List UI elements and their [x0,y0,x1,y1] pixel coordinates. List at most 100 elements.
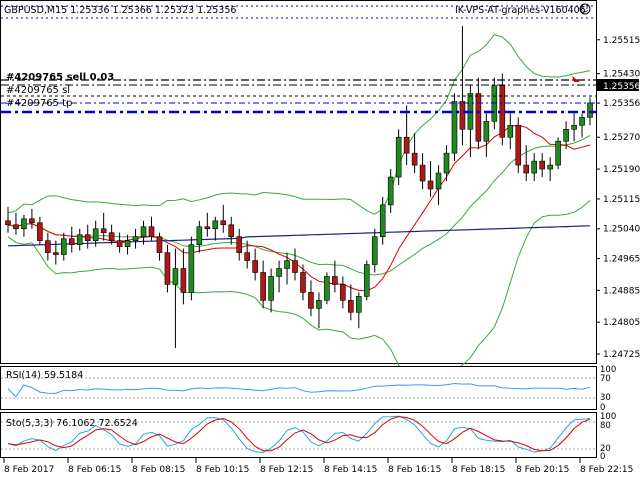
candle [180,248,187,305]
order-label-1: #4209765 sell 0.03 [6,72,114,83]
candle-body [252,260,258,273]
candle-body [387,176,394,206]
candle [260,260,266,309]
candle [156,232,163,261]
candle-body [228,224,235,237]
price-tick-label: 1.25515 [603,36,640,46]
candle-body [571,125,577,130]
candle [53,240,59,265]
candle-body [148,226,155,237]
candle-body [116,240,123,247]
candle [507,113,514,150]
candle-body [419,164,426,182]
candle [45,232,51,261]
candle-body [76,234,83,245]
rsi-label: RSI(14) 59.5184 [6,370,83,381]
candle [419,153,426,189]
candle [188,236,195,301]
candle-body [68,238,75,245]
candle-body [340,284,346,301]
candle-body [547,164,553,170]
candle [204,212,211,237]
candle-body [563,128,569,142]
candle [37,216,43,245]
candle [244,240,250,269]
price-axis[interactable]: 1.25515 1.25430 1.25356 1.25270 1.25190 1.251… [596,36,640,360]
time-tick-label: 8 Feb 12:15 [260,465,313,475]
stochastic-main-line [7,415,591,454]
candle-body [435,172,442,190]
candle-body [539,160,545,170]
candle [236,228,243,261]
candle [308,280,314,317]
candle-body [5,220,11,226]
time-tick-label: 8 Feb 20:15 [516,465,569,475]
bollinger-middle [7,135,591,276]
candle-body [37,222,43,241]
candle-body [260,272,266,301]
candle [76,228,83,251]
stochastic-panel[interactable]: Sto(5,3,3) 76.1062 72.6524 100 80 20 0 [0,412,617,462]
candle-body [451,101,458,154]
candle-body [587,102,593,118]
price-tick-label: 1.25430 [603,70,640,80]
rsi-panel[interactable]: RSI(14) 59.5184 100 70 30 0 [0,365,617,413]
moving-averages [7,124,591,292]
candle-body [53,252,59,255]
candle [140,220,147,245]
candle [5,206,11,233]
candle-body [204,226,211,230]
candle-body [324,276,330,301]
candle-body [244,252,250,261]
candle [212,216,219,241]
candle-body [188,244,195,293]
candle [132,228,139,249]
candle [29,208,35,229]
bollinger-lower [7,200,591,376]
time-tick-label: 8 Feb 14:15 [324,465,377,475]
candle [395,129,402,185]
time-tick-label: 8 Feb 18:15 [452,465,505,475]
candle-body [29,218,35,224]
candle [84,224,91,249]
candle-body [316,300,322,309]
candle-body [276,268,282,277]
price-panel[interactable]: #4209765 sell 0.03 #4209765 sl #4209765 … [0,0,597,376]
order-label-2: #4209765 sl [6,85,70,96]
candle [371,228,378,273]
bollinger-bands [7,34,591,376]
candle-body [459,101,466,130]
candle [348,284,354,321]
candle [411,133,418,174]
candle-body [395,136,402,178]
rsi-level-30: 30 [600,393,611,403]
candle [316,292,322,329]
candle-body [403,136,410,154]
candle [403,105,410,166]
candle-body [443,152,450,174]
candle-body [332,276,338,285]
candle-body [164,252,171,285]
time-tick-label: 8 Feb 2017 [4,465,54,475]
candle-body [483,121,490,142]
candle-body [13,224,19,230]
candle-body [515,125,522,166]
price-tick-label: 1.24805 [603,318,640,328]
candle-body [21,218,27,230]
price-tick-label: 1.25115 [603,195,640,205]
candle [563,121,569,150]
candle [196,220,203,253]
time-axis[interactable]: 8 Feb 2017 8 Feb 06:15 8 Feb 08:15 8 Feb 10… [3,458,633,475]
candle-body [92,228,99,241]
candle-body [236,236,243,253]
candle [459,25,466,146]
candle-body [180,268,187,293]
candle [172,248,179,349]
candle-body [531,160,538,174]
current-price-tag-bg [597,79,639,91]
candle-body [172,268,179,285]
candle [523,145,530,182]
stochastic-signal-line [7,416,591,452]
current-price-tag: 1.25356 [603,82,640,92]
